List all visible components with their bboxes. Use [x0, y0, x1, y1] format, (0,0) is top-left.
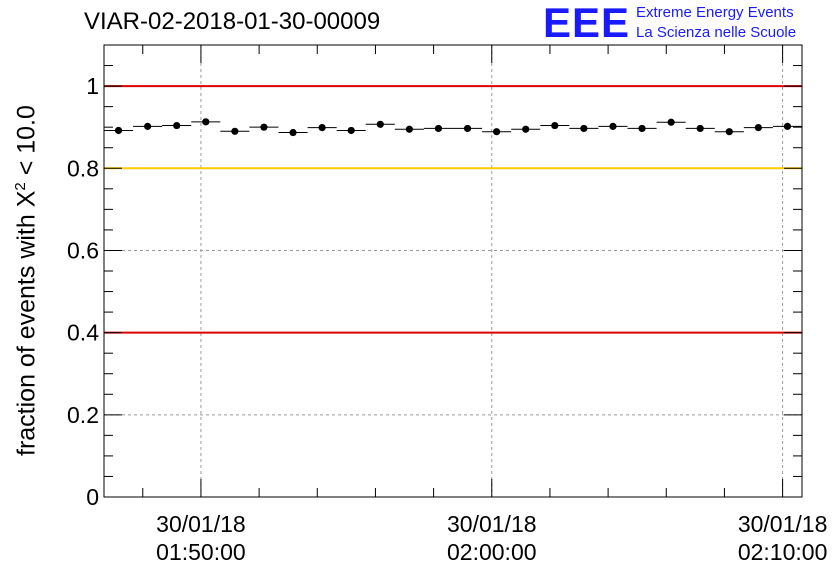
- y-axis-label-superscript: 2: [12, 182, 29, 191]
- data-point-marker: [754, 123, 762, 132]
- x-tick-label-date: 30/01/18: [738, 511, 828, 537]
- x-tick-label-date: 30/01/18: [447, 511, 537, 537]
- data-point: [743, 123, 773, 132]
- data-point-marker: [725, 128, 733, 136]
- x-tick-label-date: 30/01/18: [156, 511, 246, 537]
- logo-tagline-2: La Scienza nelle Scuole: [636, 24, 797, 41]
- data-point-marker: [638, 124, 646, 133]
- y-axis-label: fraction of events with X2 < 10.0: [12, 105, 41, 456]
- tick-labels: 00.20.40.60.8130/01/1801:50:0030/01/1802…: [67, 73, 827, 565]
- data-point-marker: [522, 125, 530, 133]
- data-point: [540, 121, 570, 130]
- data-point: [569, 124, 599, 133]
- data-point: [627, 124, 657, 133]
- data-point-marker: [318, 123, 326, 132]
- data-point: [365, 120, 395, 128]
- eee-logo-letters: EEE: [543, 0, 631, 46]
- data-point: [191, 118, 221, 126]
- data-point: [104, 126, 134, 135]
- data-point-marker: [405, 125, 413, 133]
- data-point: [685, 124, 715, 133]
- axis-ticks: [104, 44, 802, 498]
- data-point: [511, 125, 541, 133]
- data-point-marker: [289, 128, 297, 137]
- data-point: [453, 124, 483, 133]
- data-point-marker: [463, 124, 472, 133]
- data-point-marker: [493, 128, 501, 136]
- data-point-marker: [173, 121, 181, 130]
- chart-title: VIAR-02-2018-01-30-00009: [84, 8, 381, 35]
- x-tick-label-time: 02:00:00: [447, 539, 537, 565]
- data-point-marker: [231, 127, 239, 135]
- data-point-marker: [144, 122, 152, 130]
- data-point: [162, 121, 192, 130]
- y-tick-label: 0.8: [67, 155, 99, 181]
- plot-frame: [103, 44, 803, 498]
- data-point: [394, 125, 424, 133]
- y-tick-label: 0.4: [67, 320, 99, 346]
- data-point: [714, 128, 744, 136]
- x-tick-label-time: 02:10:00: [738, 539, 828, 565]
- data-point-marker: [376, 120, 384, 128]
- data-point-marker: [347, 126, 355, 135]
- reference-lines: [104, 85, 802, 334]
- data-point: [772, 122, 802, 130]
- data-point: [336, 126, 366, 135]
- data-point-marker: [434, 124, 443, 133]
- y-tick-label: 0.2: [67, 402, 99, 428]
- data-point-marker: [551, 121, 559, 130]
- y-tick-label: 1: [86, 73, 99, 99]
- data-point-marker: [580, 124, 588, 133]
- data-point: [278, 128, 308, 137]
- data-point: [133, 122, 163, 130]
- grid-lines: [104, 45, 802, 497]
- data-point-marker: [260, 123, 268, 131]
- data-point-marker: [114, 126, 123, 135]
- y-axis-label-prefix: fraction of events with X: [12, 190, 41, 456]
- data-point-marker: [609, 122, 617, 130]
- logo-tagline-1: Extreme Energy Events: [636, 4, 794, 21]
- data-point: [423, 124, 453, 133]
- y-tick-label: 0: [86, 484, 99, 510]
- data-point: [482, 128, 512, 136]
- x-tick-label-time: 01:50:00: [156, 539, 246, 565]
- data-point-marker: [202, 118, 210, 126]
- data-point-marker: [667, 118, 675, 126]
- data-point: [249, 123, 279, 131]
- data-point: [598, 122, 628, 130]
- data-point-marker: [783, 122, 792, 130]
- data-point-marker: [696, 124, 704, 133]
- data-series: [104, 118, 802, 137]
- data-point: [656, 118, 686, 126]
- y-axis-label-suffix: < 10.0: [12, 105, 41, 183]
- data-point: [220, 127, 250, 135]
- data-point: [307, 123, 337, 132]
- y-tick-label: 0.6: [67, 237, 99, 263]
